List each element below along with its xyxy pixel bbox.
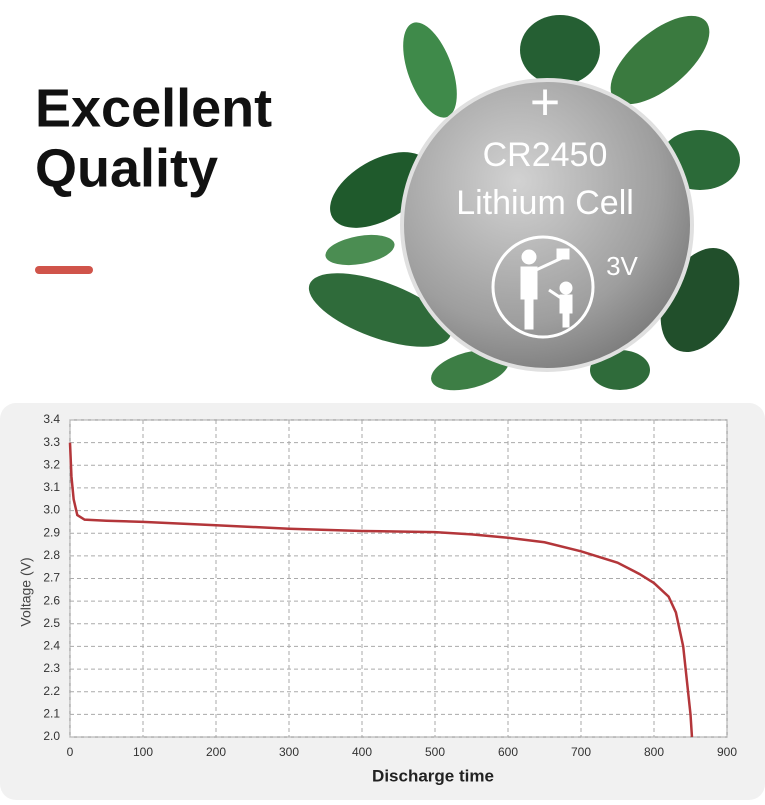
y-tick-label: 2.6 xyxy=(43,593,60,607)
x-axis-title: Discharge time xyxy=(372,766,494,785)
x-tick-label: 300 xyxy=(279,745,299,759)
y-tick-label: 2.4 xyxy=(43,639,60,653)
y-tick-label: 3.1 xyxy=(43,480,60,494)
x-tick-label: 100 xyxy=(133,745,153,759)
x-tick-label: 0 xyxy=(67,745,74,759)
y-tick-label: 2.0 xyxy=(43,729,60,743)
accent-bar xyxy=(35,266,93,274)
y-tick-label: 3.2 xyxy=(43,457,60,471)
child-safety-icon xyxy=(491,235,595,339)
y-axis-title: Voltage (V) xyxy=(18,557,34,626)
x-tick-label: 200 xyxy=(206,745,226,759)
x-tick-label: 800 xyxy=(644,745,664,759)
x-tick-label: 400 xyxy=(352,745,372,759)
battery-polarity: + xyxy=(530,74,560,132)
y-tick-label: 2.9 xyxy=(43,525,60,539)
y-tick-label: 2.7 xyxy=(43,571,60,585)
y-tick-label: 2.2 xyxy=(43,684,60,698)
battery xyxy=(400,78,694,372)
y-tick-label: 2.1 xyxy=(43,707,60,721)
y-tick-label: 2.3 xyxy=(43,661,60,675)
y-tick-label: 2.5 xyxy=(43,616,60,630)
x-tick-label: 600 xyxy=(498,745,518,759)
battery-kind: Lithium Cell xyxy=(456,184,634,222)
x-tick-label: 700 xyxy=(571,745,591,759)
battery-model: CR2450 xyxy=(483,136,608,174)
battery-voltage: 3V xyxy=(606,251,638,281)
y-tick-label: 3.0 xyxy=(43,503,60,517)
headline: Excellent xyxy=(35,78,272,138)
discharge-curve xyxy=(68,442,694,738)
chart: 2.0 2.1 2.2 2.3 2.4 2.5 2.6 2.7 2.8 2.9 3.0 3.1 3.2 3… xyxy=(43,412,737,759)
y-tick-label: 2.8 xyxy=(43,548,60,562)
headline: Quality xyxy=(35,138,218,198)
y-tick-label: 3.4 xyxy=(43,412,60,426)
x-tick-label: 900 xyxy=(717,745,737,759)
x-tick-label: 500 xyxy=(425,745,445,759)
y-tick-label: 3.3 xyxy=(43,435,60,449)
